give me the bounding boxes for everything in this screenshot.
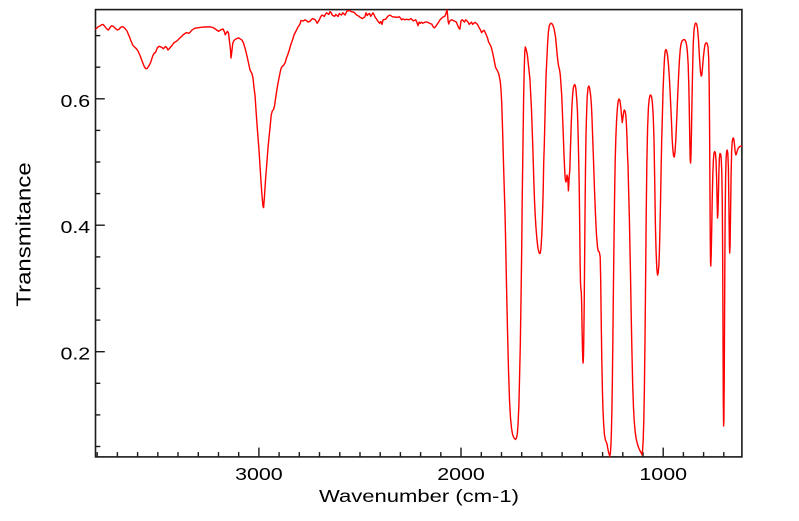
svg-text:0.2: 0.2	[60, 344, 90, 364]
svg-text:Transmitance: Transmitance	[12, 162, 35, 306]
svg-text:3000: 3000	[235, 464, 283, 484]
svg-text:0.4: 0.4	[60, 218, 90, 238]
svg-text:2000: 2000	[437, 464, 485, 484]
svg-text:Wavenumber (cm-1): Wavenumber (cm-1)	[319, 487, 519, 507]
svg-text:0.6: 0.6	[60, 91, 90, 111]
svg-text:1000: 1000	[639, 464, 687, 484]
